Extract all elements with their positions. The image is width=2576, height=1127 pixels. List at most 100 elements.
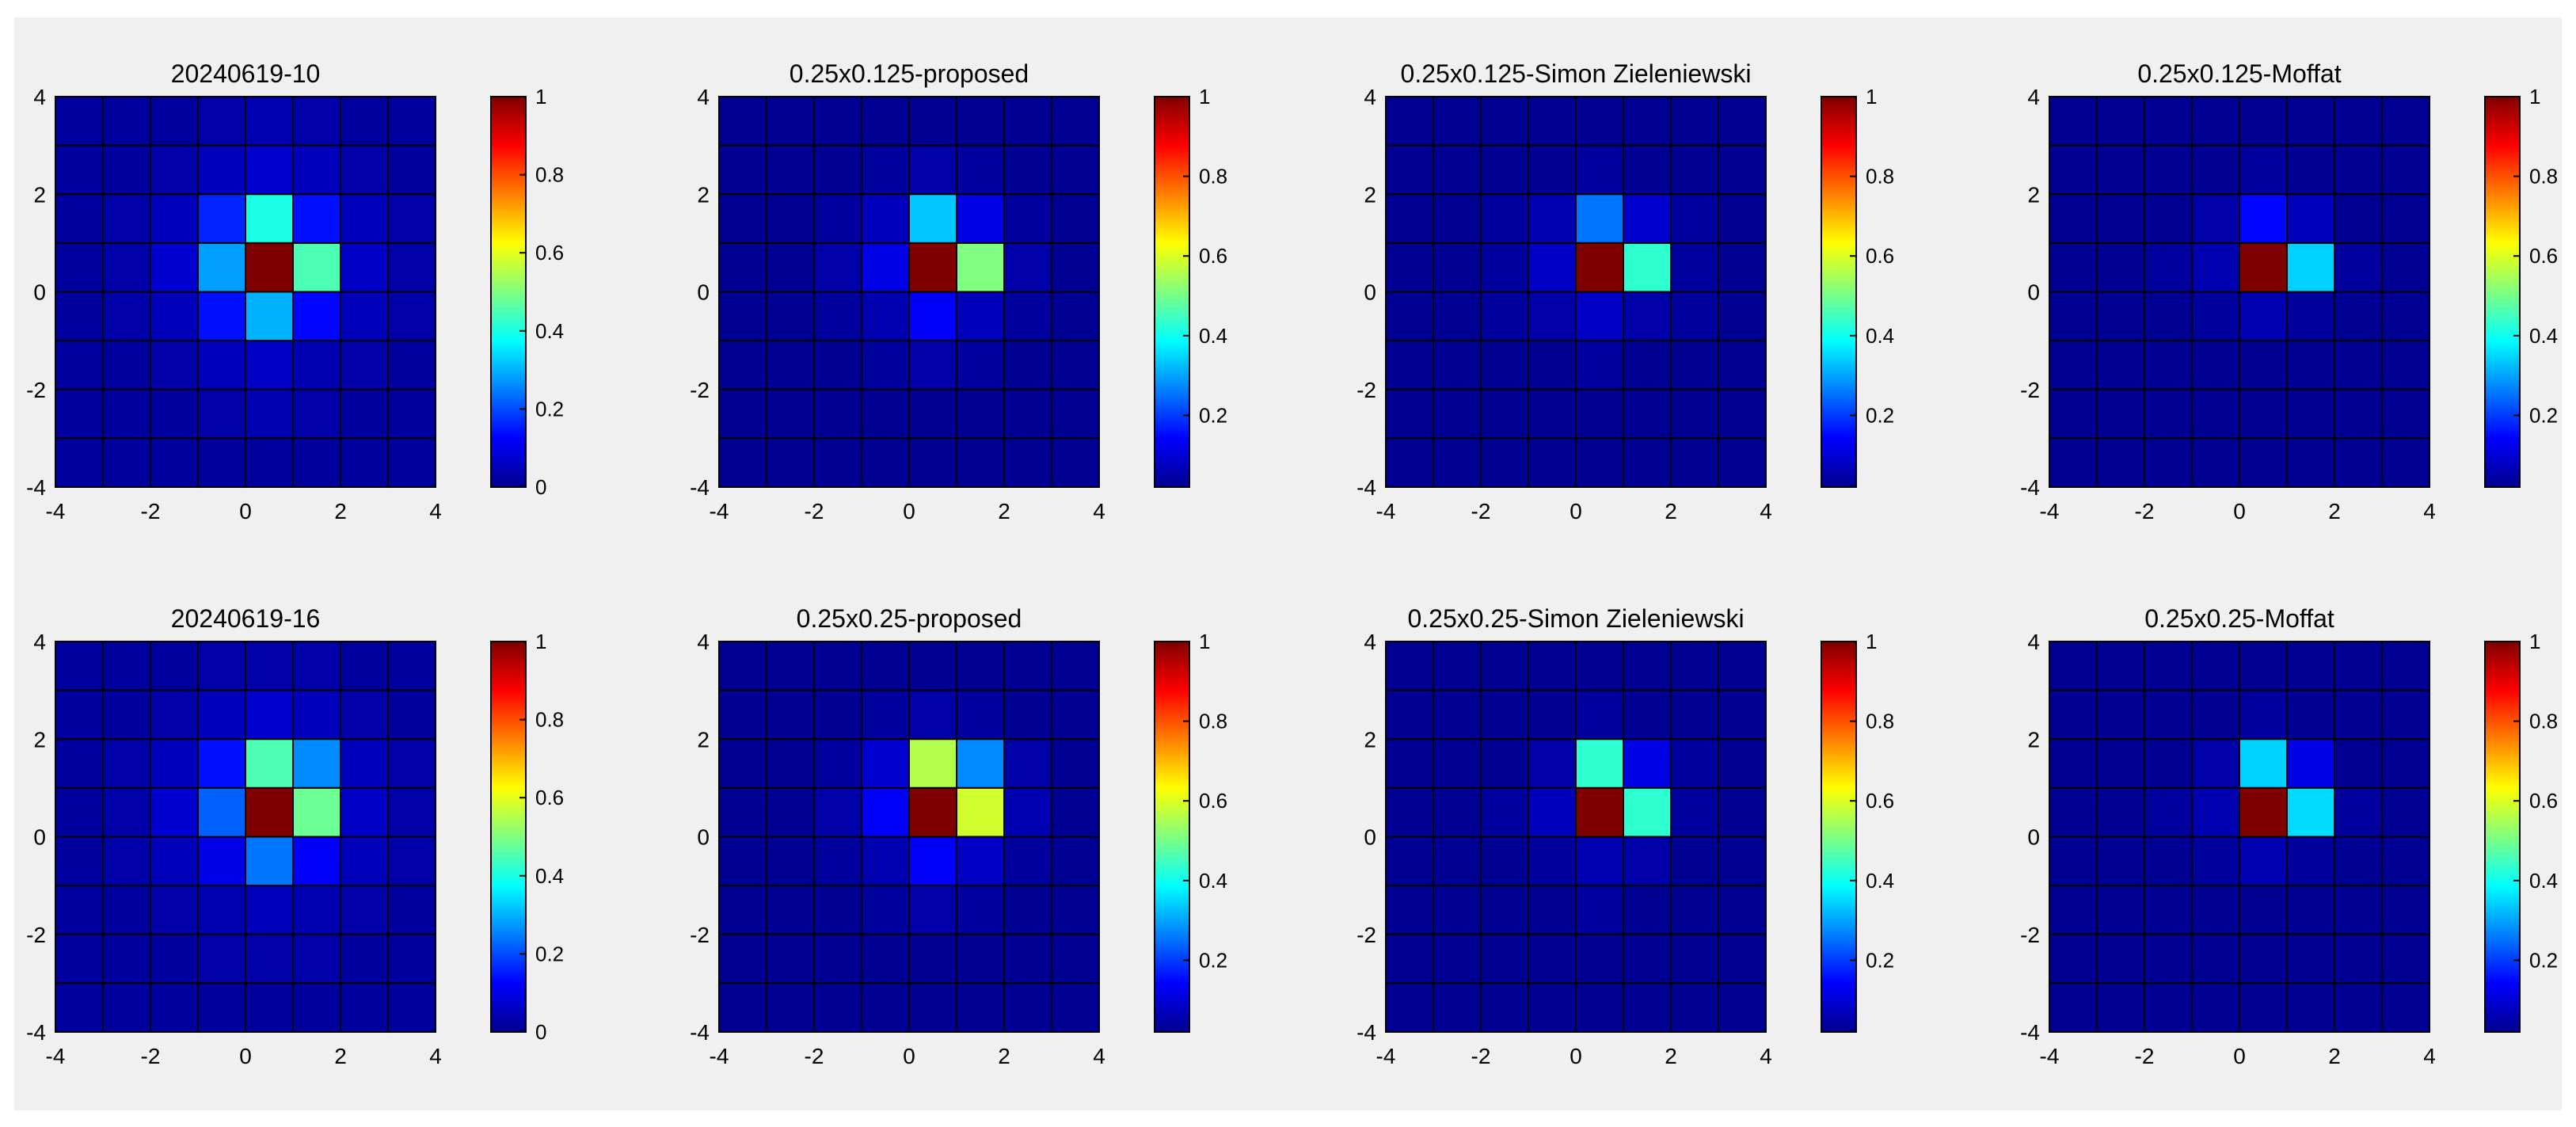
heatmap-cell <box>387 437 436 488</box>
heatmap-cell <box>813 982 862 1033</box>
colorbar-tick-label: 0.4 <box>1866 869 1894 893</box>
heatmap-cell <box>1670 242 1719 293</box>
heatmap-cell <box>908 437 957 488</box>
heatmap-cell <box>150 144 199 196</box>
heatmap-cell <box>956 786 1005 838</box>
heatmap-cell <box>1003 738 1052 789</box>
heatmap-cell <box>387 291 436 342</box>
y-tick-label: 0 <box>697 825 710 850</box>
x-tick-label: 4 <box>429 499 442 524</box>
heatmap-cell <box>861 144 910 196</box>
y-tick-label: 2 <box>697 727 710 752</box>
heatmap-cell <box>2049 144 2098 196</box>
heatmap-cell <box>2381 242 2430 293</box>
heatmap-cell <box>340 641 389 691</box>
y-tick-label: 4 <box>1364 630 1376 654</box>
heatmap-cell <box>1670 836 1719 887</box>
y-tick-label: 0 <box>2027 825 2040 850</box>
heatmap-cell <box>766 836 815 887</box>
heatmap-cell <box>813 193 862 244</box>
colorbar-tick-label: 0.6 <box>1199 789 1227 813</box>
heatmap-cell <box>861 340 910 390</box>
heatmap-cell <box>2144 242 2193 293</box>
y-tick-label: 4 <box>2027 630 2040 654</box>
heatmap-cell <box>1433 982 1482 1033</box>
heatmap-cell <box>718 933 767 984</box>
colorbar-tick-label: 0.4 <box>1199 324 1227 348</box>
x-tick-label: -2 <box>1471 1044 1491 1068</box>
heatmap-cell <box>150 437 199 488</box>
y-tick-label: -4 <box>1356 1020 1376 1045</box>
heatmap-cell <box>861 786 910 838</box>
colorbar-tick-label: 0.2 <box>535 942 564 965</box>
heatmap-cell <box>1528 786 1577 838</box>
heatmap-cell <box>2334 96 2383 147</box>
colorbar-tick-label: 1 <box>1199 630 1210 653</box>
heatmap-cell <box>245 193 294 244</box>
heatmap-cell <box>2239 933 2288 984</box>
colorbar <box>1821 96 1857 488</box>
heatmap-cell <box>718 96 767 147</box>
y-tick-label: -4 <box>2020 475 2040 500</box>
heatmap-cell <box>766 242 815 293</box>
heatmap-cell <box>197 738 246 789</box>
colorbar-tick-label: 1 <box>1199 85 1210 109</box>
heatmap-cell <box>55 437 104 488</box>
heatmap-cell <box>2049 933 2098 984</box>
heatmap-cell <box>2049 340 2098 390</box>
heatmap-cell <box>340 933 389 984</box>
heatmap-cell <box>1575 437 1624 488</box>
heatmap-cell <box>1575 738 1624 789</box>
heatmap-cell <box>2381 786 2430 838</box>
heatmap-cell <box>1623 738 1672 789</box>
heatmap-cell <box>766 641 815 691</box>
heatmap-cell <box>1718 144 1767 196</box>
x-tick-label: 2 <box>998 499 1010 524</box>
heatmap-cell <box>197 836 246 887</box>
heatmap-cell <box>1623 291 1672 342</box>
heatmap-cell <box>340 885 389 935</box>
heatmap-cell <box>1051 933 1100 984</box>
colorbar-tick-label: 0.8 <box>1199 710 1227 733</box>
heatmap-cell <box>813 885 862 935</box>
heatmap-cell <box>813 291 862 342</box>
heatmap-cell <box>340 738 389 789</box>
x-tick-label: 0 <box>239 1044 252 1068</box>
x-tick-label: -2 <box>141 499 161 524</box>
heatmap-cell <box>1051 738 1100 789</box>
y-tick-label: 2 <box>1364 727 1376 752</box>
heatmap-cell <box>1480 242 1529 293</box>
heatmap-cell <box>1433 836 1482 887</box>
heatmap-cell <box>2191 689 2240 741</box>
heatmap-cell <box>55 885 104 935</box>
heatmap-cell <box>292 340 341 390</box>
heatmap-cell <box>2144 885 2193 935</box>
heatmap-cell <box>956 291 1005 342</box>
heatmap-cell <box>718 738 767 789</box>
heatmap-cell <box>2381 96 2430 147</box>
heatmap-cell <box>2334 641 2383 691</box>
heatmap-cell <box>2286 96 2335 147</box>
heatmap-cell <box>150 193 199 244</box>
heatmap-cell <box>150 836 199 887</box>
heatmap-cell <box>861 96 910 147</box>
heatmap-cell <box>1433 738 1482 789</box>
y-tick-label: 4 <box>2027 85 2040 109</box>
heatmap-cell <box>956 242 1005 293</box>
subplot-8: 0.25x0.25-Moffat -4 -2 0 2 4 4 2 0 -2 -4 0.2 0.4 0.6 0… <box>2020 604 2558 1068</box>
heatmap-cell <box>861 437 910 488</box>
colorbar-tick-label: 0.8 <box>2529 165 2558 188</box>
heatmap-cell <box>2239 437 2288 488</box>
heatmap-cell <box>1718 738 1767 789</box>
heatmap-cell <box>197 340 246 390</box>
x-tick-label: 2 <box>334 1044 347 1068</box>
heatmap-cell <box>766 388 815 440</box>
heatmap-cell <box>1480 836 1529 887</box>
heatmap-cell <box>2239 291 2288 342</box>
heatmap-cell <box>1623 982 1672 1033</box>
heatmap-cell <box>1003 641 1052 691</box>
y-tick-label: 0 <box>1364 280 1376 305</box>
heatmap-cell <box>908 982 957 1033</box>
subplot-title: 0.25x0.25-Simon Zieleniewski <box>1407 604 1744 633</box>
y-tick-label: 4 <box>33 85 46 109</box>
